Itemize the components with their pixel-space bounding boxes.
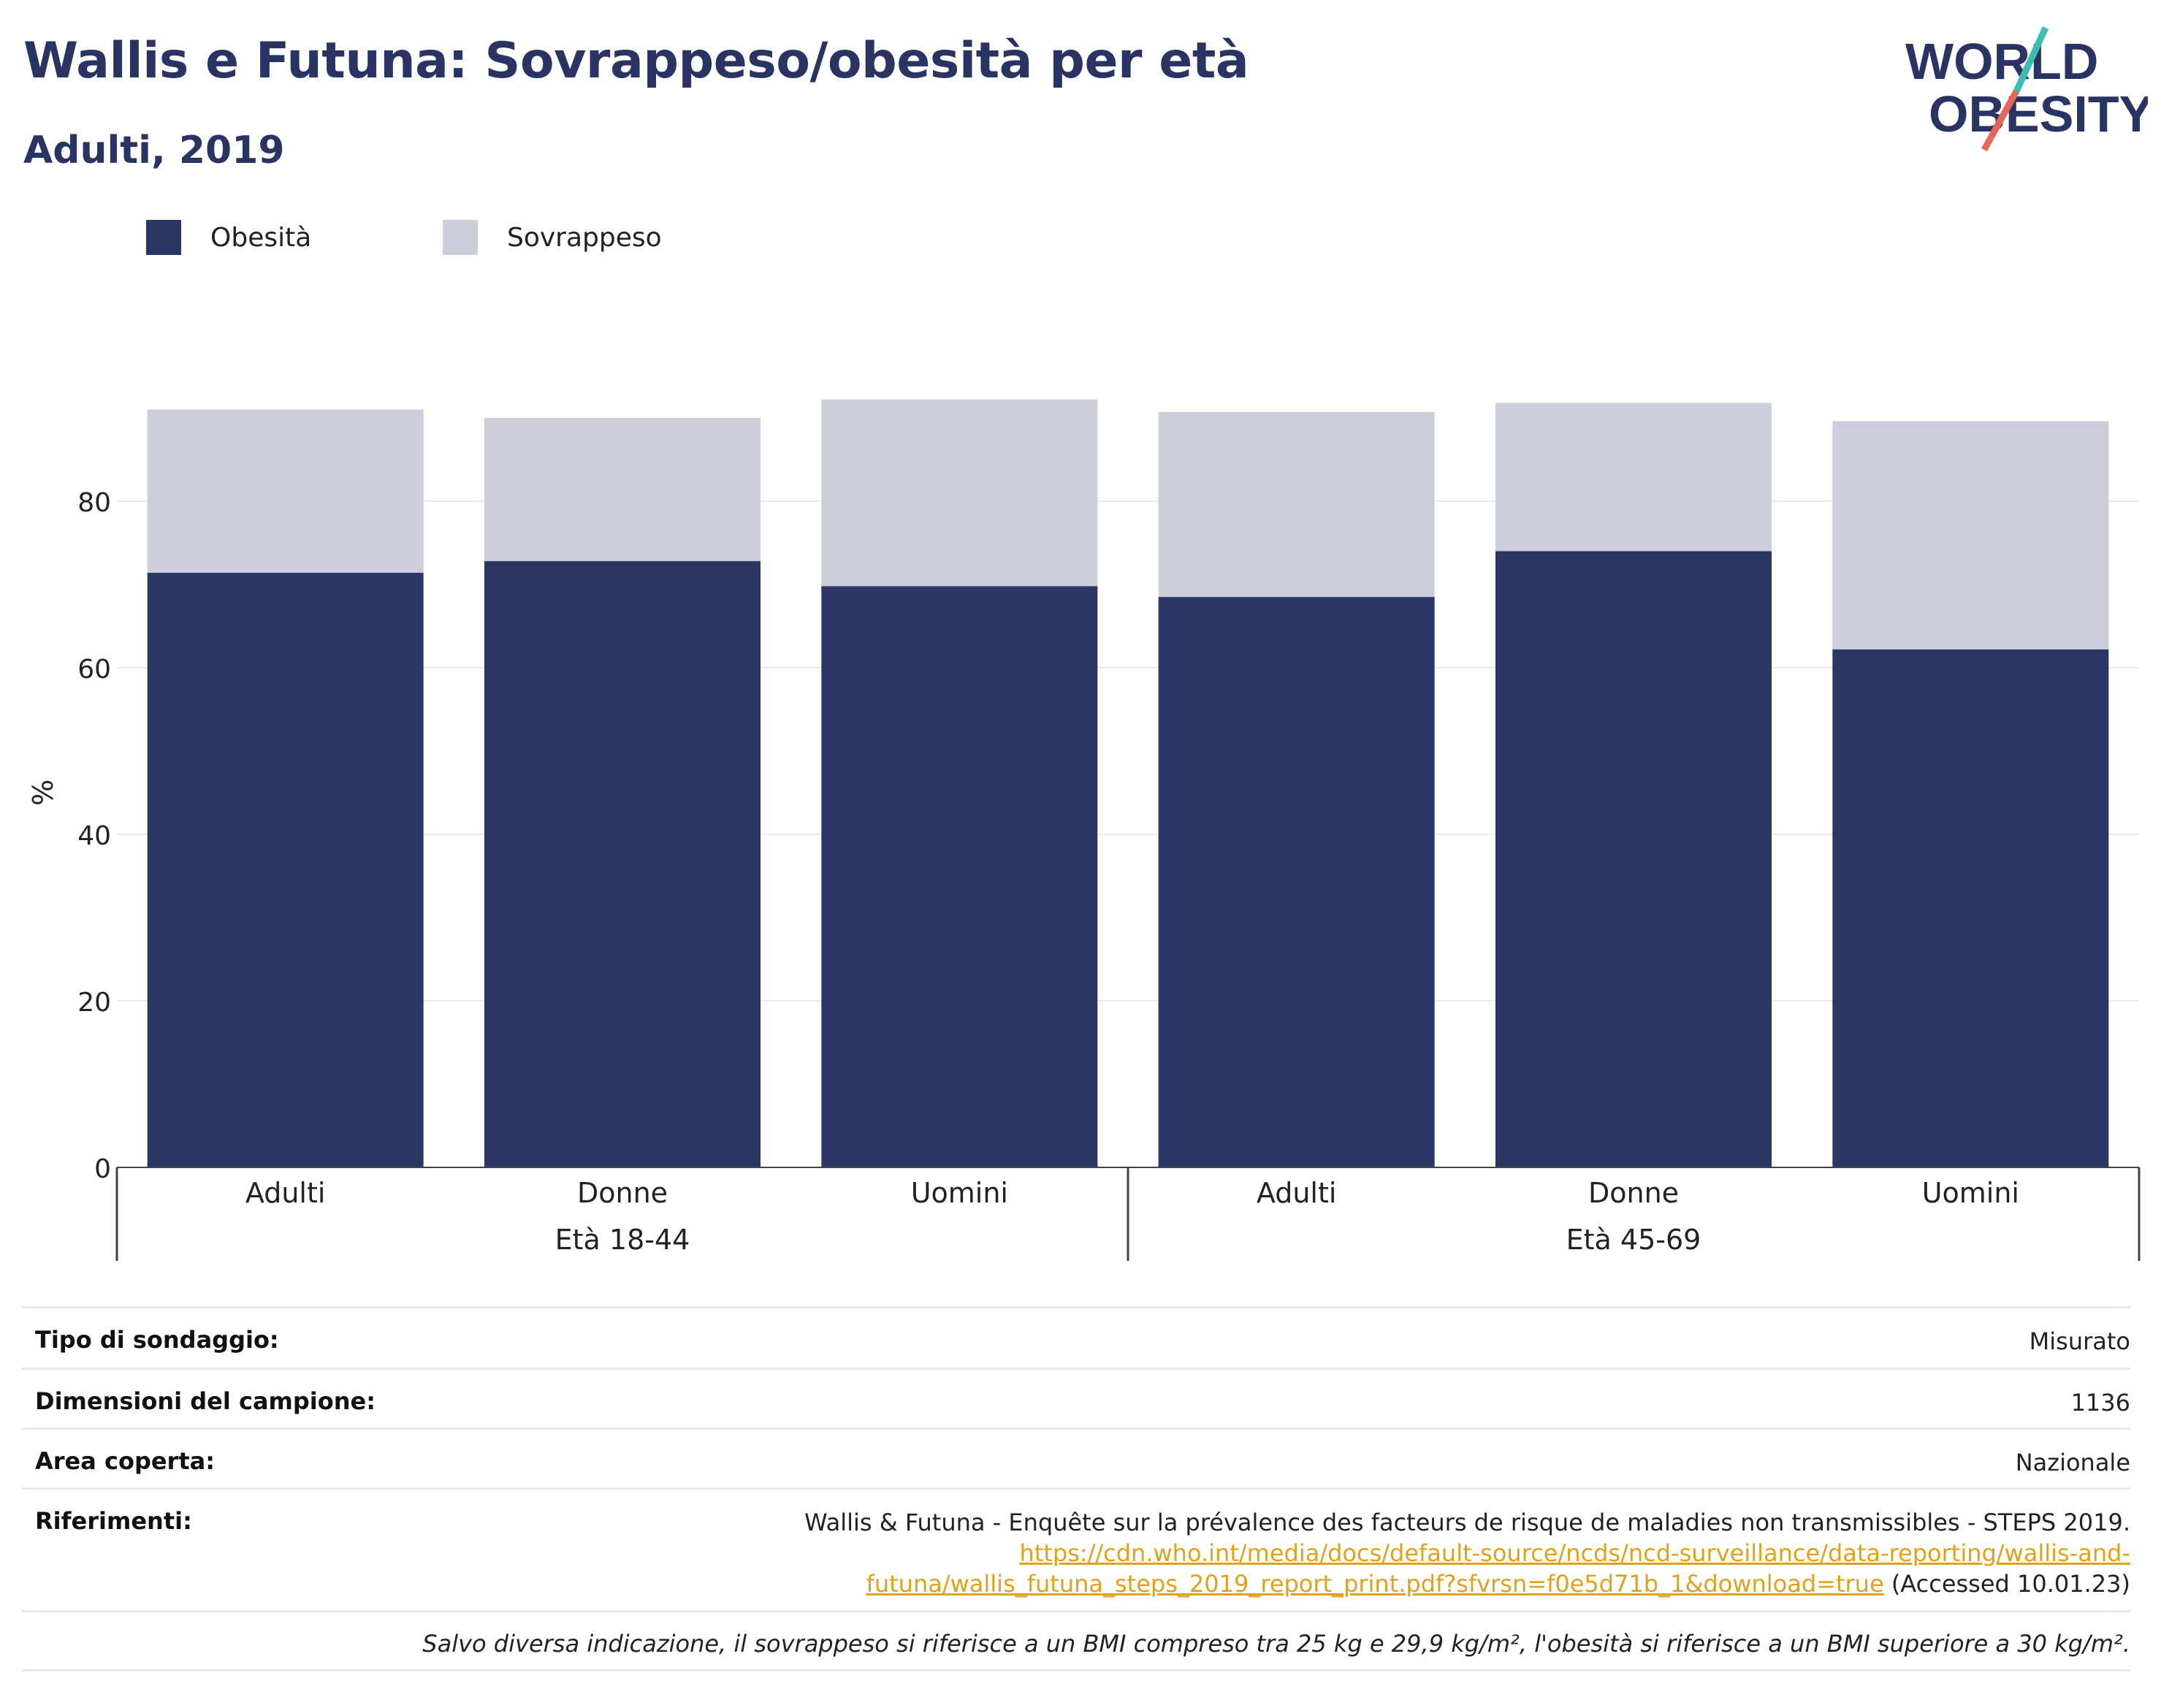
bmi-note: Salvo diversa indicazione, il sovrappeso… <box>422 1630 2130 1658</box>
legend-swatch-obesity <box>146 220 181 255</box>
bar-obesity <box>1832 649 2109 1167</box>
reference-link[interactable]: https://cdn.who.int/media/docs/default-s… <box>1019 1539 2130 1567</box>
logo-line2: OBESITY <box>1929 85 2148 142</box>
bar-obesity <box>147 573 424 1167</box>
info-row-area-covered: Area coperta: Nazionale <box>22 1427 2130 1487</box>
info-row-references: Riferimenti: Wallis & Futuna - Enquête s… <box>22 1487 2130 1610</box>
legend-item-obesity[interactable]: Obesità <box>146 219 311 256</box>
bar-obesity <box>484 561 761 1167</box>
info-table: Tipo di sondaggio: Misurato Dimensioni d… <box>22 1306 2130 1671</box>
info-value: Misurato <box>2029 1327 2130 1355</box>
group-label: Età 45-69 <box>1566 1224 1701 1256</box>
legend-item-overweight[interactable]: Sovrappeso <box>443 219 662 256</box>
bar-overweight <box>1158 412 1435 598</box>
references-value: Wallis & Futuna - Enquête sur la prévale… <box>804 1507 2130 1599</box>
info-key: Tipo di sondaggio: <box>35 1326 279 1354</box>
x-tick-label: Donne <box>577 1177 668 1209</box>
legend-label-overweight: Sovrappeso <box>507 222 662 253</box>
bar-overweight <box>484 418 761 562</box>
chart-subtitle: Adulti, 2019 <box>23 129 285 172</box>
info-value: 1136 <box>2070 1389 2130 1417</box>
reference-link[interactable]: futuna/wallis_futuna_steps_2019_report_p… <box>866 1570 1884 1598</box>
info-key: Area coperta: <box>35 1447 216 1475</box>
info-row-note: Salvo diversa indicazione, il sovrappeso… <box>22 1610 2130 1671</box>
reference-text: Wallis & Futuna - Enquête sur la prévale… <box>804 1509 2130 1536</box>
info-key: Dimensioni del campione: <box>35 1387 376 1415</box>
logo-line1: WORLD <box>1905 33 2098 90</box>
legend-swatch-overweight <box>443 220 478 255</box>
bar-obesity <box>1495 551 1772 1167</box>
info-value: Nazionale <box>2015 1449 2130 1476</box>
x-tick-label: Uomini <box>911 1177 1008 1209</box>
reference-accessed: (Accessed 10.01.23) <box>1883 1570 2130 1598</box>
x-tick-label: Adulti <box>1257 1177 1337 1209</box>
stacked-bar-chart: 0 20 40 60 80% Adulti Donne Uomini Adulti Donne Uo… <box>27 399 2141 1261</box>
y-tick-label: 60 <box>77 655 111 685</box>
bar-obesity <box>1158 597 1435 1167</box>
x-tick-label: Adulti <box>245 1177 326 1209</box>
bar-overweight <box>147 409 424 573</box>
logo-slash-teal <box>2013 26 2049 93</box>
y-axis-label: % <box>27 779 59 806</box>
bar-overweight <box>1495 403 1772 552</box>
bar-obesity <box>821 586 1098 1167</box>
world-obesity-logo: WORLD OBESITY <box>1905 26 2148 152</box>
logo-slash-coral <box>1981 89 2019 152</box>
info-row-sample-size: Dimensioni del campione: 1136 <box>22 1368 2130 1427</box>
y-tick-label: 40 <box>77 821 111 851</box>
legend-label-obesity: Obesità <box>210 222 312 253</box>
y-tick-label: 0 <box>94 1154 111 1184</box>
x-tick-label: Donne <box>1588 1177 1679 1209</box>
group-label: Età 18-44 <box>555 1224 690 1256</box>
info-row-survey-type: Tipo di sondaggio: Misurato <box>22 1306 2130 1368</box>
bar-overweight <box>1832 421 2109 649</box>
info-key: Riferimenti: <box>35 1507 192 1535</box>
y-tick-label: 80 <box>77 488 111 518</box>
chart-title: Wallis e Futuna: Sovrappeso/obesità per … <box>23 32 1249 90</box>
x-tick-label: Uomini <box>1922 1177 2019 1209</box>
bar-overweight <box>821 399 1098 587</box>
y-tick-label: 20 <box>77 988 111 1018</box>
